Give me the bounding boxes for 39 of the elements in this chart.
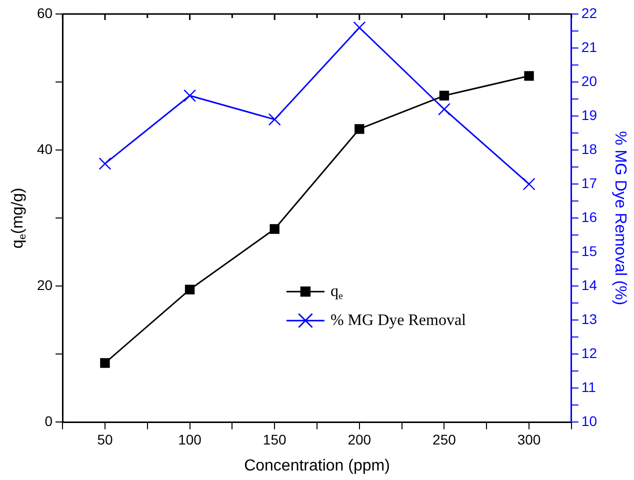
y2-tick-label: 17 (581, 174, 598, 191)
y2-tick-label: 11 (581, 379, 596, 396)
x-axis-title: Concentration (ppm) (244, 457, 390, 474)
point (268, 113, 281, 126)
y2-tick-label: 19 (581, 106, 598, 123)
y2-tick-label: 20 (581, 72, 598, 89)
y2-tick-label: 18 (581, 140, 598, 157)
point (100, 358, 110, 368)
y2-tick-label: 13 (581, 311, 598, 328)
y-axis-title: qe(mg/g) (9, 188, 29, 248)
point (270, 224, 280, 234)
point (522, 178, 536, 190)
y2-tick-label: 10 (581, 413, 598, 430)
x-tick-label: 100 (178, 431, 202, 448)
legend-label: % MG Dye Removal (330, 312, 467, 329)
y2-tick-label: 22 (581, 4, 598, 21)
point (524, 71, 534, 81)
point (98, 157, 112, 170)
y2-tick-label: 16 (581, 208, 598, 225)
y2-axis-title: % MG Dye Removal (%) (612, 130, 629, 306)
y-tick-label: 0 (44, 413, 53, 430)
point (353, 21, 366, 34)
y2-tick-label: 12 (581, 345, 598, 362)
point (438, 102, 450, 116)
y-tick-label: 20 (36, 276, 53, 293)
point (184, 284, 195, 294)
x-tick-label: 150 (262, 431, 286, 448)
x-tick-label: 50 (97, 431, 113, 448)
y2-tick-label: 14 (581, 276, 598, 293)
point (184, 89, 196, 102)
y2-tick-label: 21 (581, 38, 598, 55)
x-tick-label: 300 (517, 431, 541, 448)
x-tick-label: 250 (432, 431, 456, 448)
point (439, 90, 450, 100)
x-tick-label: 200 (348, 431, 372, 448)
point (354, 124, 364, 134)
y-tick-label: 60 (36, 4, 53, 21)
y2-tick-label: 15 (581, 242, 598, 259)
y-tick-label: 40 (36, 140, 53, 157)
